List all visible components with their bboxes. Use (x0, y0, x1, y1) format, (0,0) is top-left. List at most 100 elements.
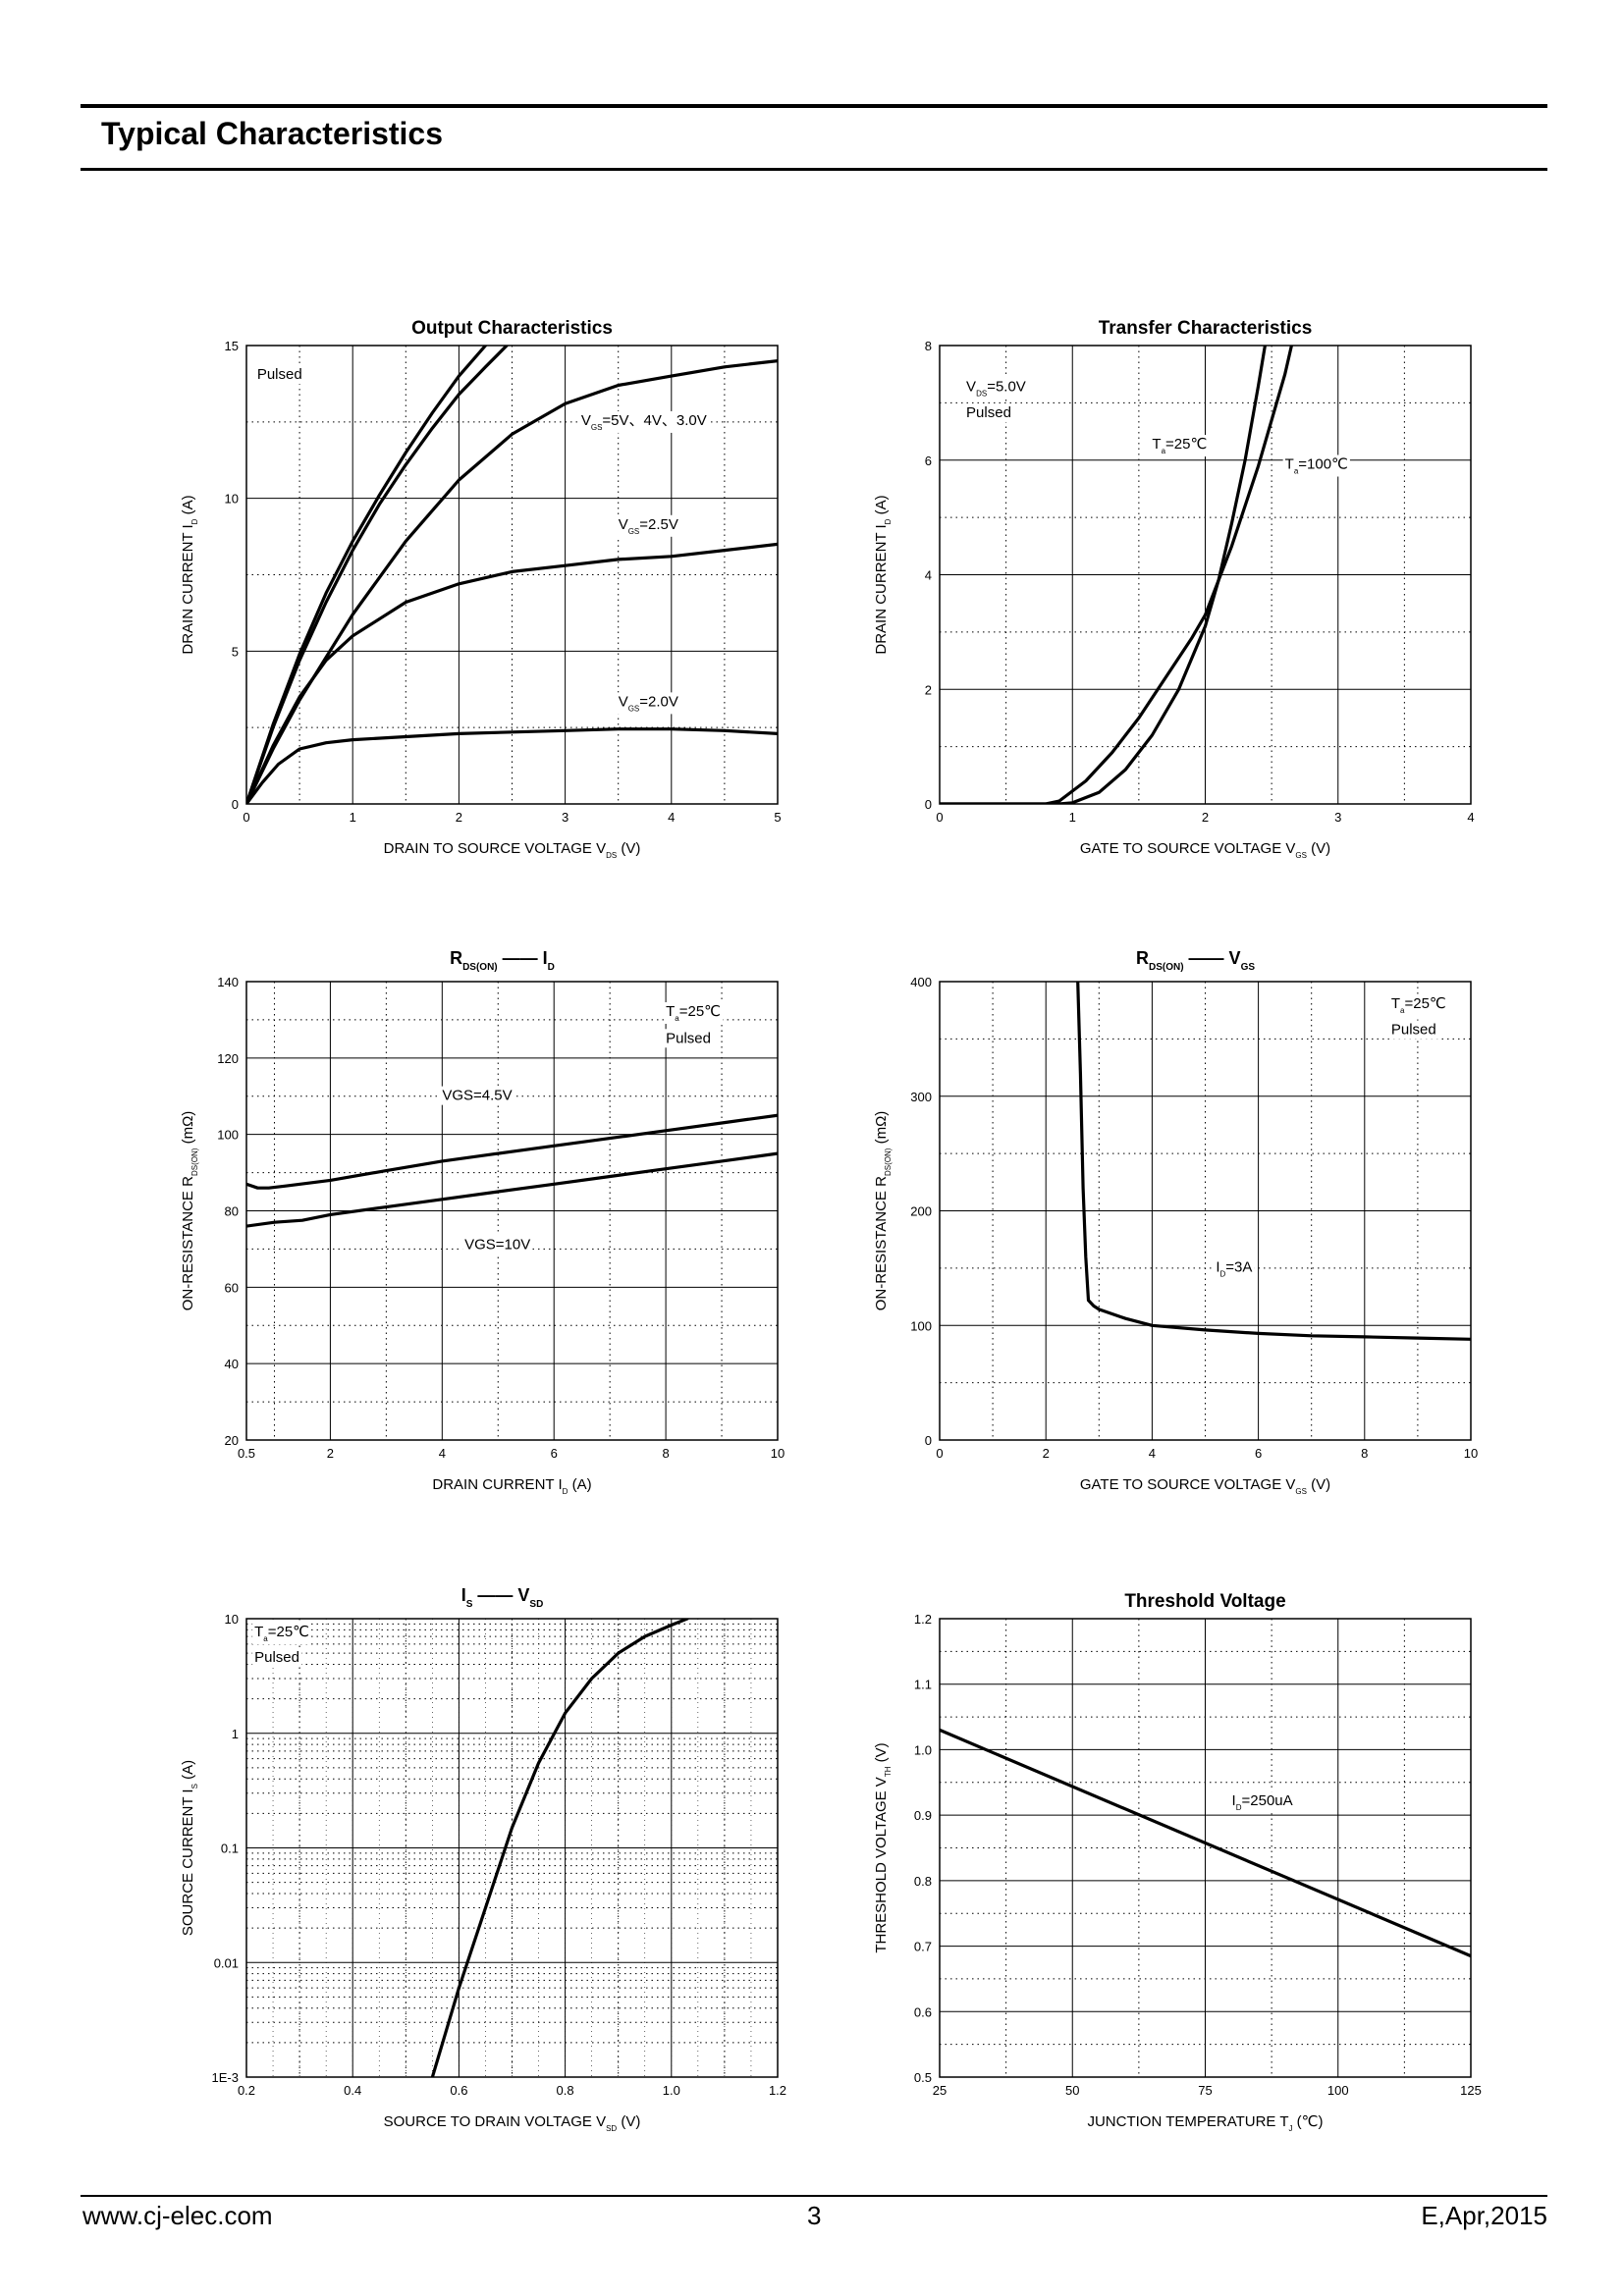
annotation-vgs-5-4-3-symbol: V (581, 412, 591, 429)
y-axis-label-part: (A) (873, 495, 890, 518)
annotation-vgs-2-5-value: =2.5V (639, 516, 678, 533)
chart-transfer: 0 1 2 3 4 0 2 4 6 8 Transfer Characteristics GATE T… (873, 318, 1475, 860)
header-rule-bottom (81, 168, 1547, 171)
annotation-ta25-subscript: a (675, 1014, 679, 1023)
x-axis-label-part: GATE TO SOURCE VOLTAGE (1080, 1476, 1286, 1493)
y-axis-label-part: I (180, 1789, 196, 1792)
annotation-vgs-2-0-backdrop (616, 692, 680, 715)
y-tick-label: 10 (225, 492, 239, 507)
y-axis-label-part: DS(ON) (884, 1148, 893, 1176)
annotation-ta25-subscript: a (263, 1634, 268, 1643)
annotation-ta100-subscript: a (1294, 467, 1299, 476)
x-axis-label-part: (V) (1307, 1476, 1330, 1493)
x-axis-label-part: V (596, 840, 606, 857)
y-axis-label: DRAIN CURRENT ID (A) (873, 495, 893, 654)
y-tick-label: 0 (925, 1433, 932, 1448)
y-tick-label: 0.1 (221, 1842, 239, 1856)
x-axis-label-part: (℃) (1293, 2113, 1324, 2130)
footer-website[interactable]: www.cj-elec.com (82, 2201, 273, 2230)
x-axis-label-part: (A) (568, 1476, 591, 1493)
annotation-pulsed: Pulsed (254, 1649, 299, 1666)
annotation-pulsed-backdrop (254, 365, 304, 385)
chart-title-part: DS(ON) (1149, 962, 1184, 973)
annotation-ta25-backdrop (664, 1002, 724, 1025)
grid (245, 981, 779, 1441)
x-tick-label: 0 (936, 810, 943, 825)
series-line-id-3a (1076, 982, 1471, 1341)
footer-page-number: 3 (807, 2201, 822, 2230)
x-tick-label: 1 (350, 810, 356, 825)
x-axis-label-part: D (563, 1487, 568, 1496)
x-axis-label: GATE TO SOURCE VOLTAGE VGS (V) (1080, 840, 1330, 860)
y-axis-label-part: V (873, 1777, 890, 1787)
series-group (1076, 982, 1471, 1341)
x-axis-label: DRAIN CURRENT ID (A) (432, 1476, 591, 1496)
annotation-ta25-subscript: a (1400, 1006, 1405, 1015)
annotation-vds: VDS=5.0V (966, 379, 1026, 399)
annotation-pulsed-backdrop (964, 402, 1013, 422)
annotation-ta25: Ta=25℃ (254, 1624, 309, 1643)
plot-frame (939, 345, 1472, 805)
series-line-id-250ua (940, 1728, 1471, 1958)
x-axis-label-part: I (558, 1476, 562, 1493)
x-tick-label: 100 (1327, 2083, 1349, 2098)
annotation-id3a-symbol: I (1216, 1258, 1219, 1275)
x-tick-label: 0.4 (344, 2083, 361, 2098)
chart-title-part: D (548, 962, 555, 973)
annotation-vgs-5-4-3-subscript: GS (591, 423, 603, 432)
annotation-id3a-value: =3A (1225, 1258, 1252, 1275)
plot-frame (939, 981, 1472, 1441)
annotation-ta100-symbol: T (1285, 456, 1294, 473)
y-tick-label: 80 (225, 1204, 239, 1219)
series-line-vgs-2-0v (246, 727, 778, 804)
y-axis-label-part: DS(ON) (190, 1148, 199, 1176)
x-tick-label: 0.2 (238, 2083, 255, 2098)
y-axis-label-part: (mΩ) (873, 1111, 890, 1148)
y-tick-label: 1E-3 (212, 2070, 239, 2085)
x-tick-label: 10 (771, 1446, 785, 1461)
x-axis-label: DRAIN TO SOURCE VOLTAGE VDS (V) (384, 840, 641, 860)
y-axis-label-part: (A) (180, 1760, 196, 1784)
x-axis-label: SOURCE TO DRAIN VOLTAGE VSD (V) (384, 2113, 641, 2133)
annotation-vgs-2-5: VGS=2.5V (619, 516, 678, 536)
x-axis-label-part: V (1285, 840, 1295, 857)
y-axis-label-part: SOURCE CURRENT (180, 1793, 196, 1937)
x-axis-label-part: (V) (617, 840, 640, 857)
annotation-ta25-symbol: T (1152, 436, 1161, 453)
annotation-ta100: Ta=100℃ (1285, 456, 1348, 476)
y-tick-label: 8 (925, 339, 932, 353)
x-axis-label-part: GS (1295, 1487, 1307, 1496)
x-tick-label: 75 (1198, 2083, 1212, 2098)
chart-title-part: —— (1184, 948, 1229, 968)
x-axis-label-part: JUNCTION TEMPERATURE (1087, 2113, 1279, 2130)
y-axis-label-part: S (190, 1784, 199, 1789)
x-tick-label: 0.5 (238, 1446, 255, 1461)
grid (939, 981, 1472, 1441)
y-axis-label-part: R (873, 1176, 890, 1187)
annotation-pulsed-backdrop (1388, 1020, 1438, 1040)
y-tick-label: 0.8 (914, 1874, 932, 1889)
annotation-vgs-2-0-value: =2.0V (639, 693, 678, 710)
annotation-vgs-2-5-backdrop (616, 514, 680, 537)
annotation-vgs-2-5-symbol: V (619, 516, 628, 533)
annotation-pulsed-backdrop (252, 1647, 301, 1667)
y-tick-label: 6 (925, 454, 932, 468)
y-axis-label-part: (mΩ) (180, 1111, 196, 1148)
chart-title-part: GS (1241, 962, 1256, 973)
annotation-ta25-symbol: T (254, 1624, 263, 1640)
x-tick-label: 3 (1334, 810, 1341, 825)
series-group (940, 346, 1294, 804)
chart-title-part: V (517, 1585, 529, 1605)
chart-title-part: DS(ON) (462, 962, 498, 973)
annotation-vgs-2-0-subscript: GS (628, 704, 640, 713)
annotation-id3a-backdrop (1214, 1257, 1255, 1280)
chart-title-part: V (1229, 948, 1241, 968)
grid (245, 1618, 779, 2078)
annotation-ta25-value: =25℃ (268, 1624, 309, 1640)
annotation-vgs-5-4-3: VGS=5V、4V、3.0V (581, 412, 707, 432)
annotation-ta25-subscript: a (1162, 447, 1166, 455)
series-group (246, 346, 778, 804)
y-tick-label: 0.7 (914, 1940, 932, 1954)
